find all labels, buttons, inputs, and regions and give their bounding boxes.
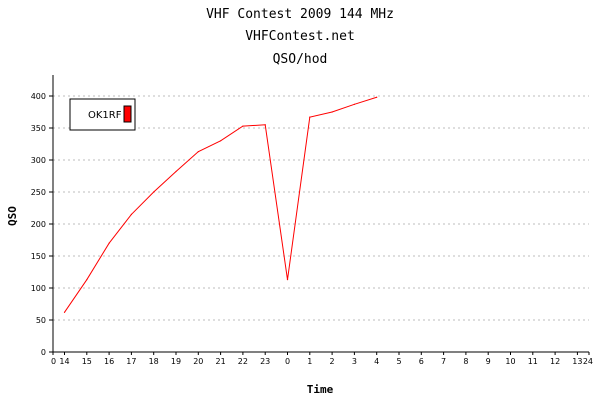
x-tick-label-24: 13	[572, 357, 582, 366]
legend-label: OK1RF	[88, 110, 122, 121]
series-layer	[63, 96, 378, 313]
x-tick-label-9: 22	[238, 357, 248, 366]
y-axis-title: QSO	[6, 206, 19, 226]
legend: OK1RF	[69, 98, 136, 131]
x-tick-label-16: 5	[396, 357, 401, 366]
x-tick-label-8: 21	[216, 357, 226, 366]
x-tick-label-17: 6	[419, 357, 424, 366]
chart-subtitle-2: QSO/hod	[273, 52, 328, 67]
gridlines	[53, 95, 589, 321]
x-tick-label-23: 12	[550, 357, 560, 366]
chart-subtitle: VHFContest.net	[245, 29, 355, 44]
x-tick-label-22: 11	[528, 357, 538, 366]
x-tick-label-4: 17	[126, 357, 136, 366]
y-tick-label-350: 350	[31, 124, 46, 133]
x-tick-label-21: 10	[505, 357, 515, 366]
x-tick-label-2: 15	[82, 357, 92, 366]
x-tick-label-7: 20	[193, 357, 203, 366]
x-tick-label-15: 4	[374, 357, 379, 366]
x-tick-label-10: 23	[260, 357, 270, 366]
x-tick-label-0: 0	[51, 357, 56, 366]
y-tick-label-300: 300	[31, 156, 46, 165]
y-tick-label-0: 0	[41, 348, 46, 357]
y-tick-label-50: 50	[36, 316, 46, 325]
x-tick-label-5: 18	[149, 357, 159, 366]
y-tick-label-200: 200	[31, 220, 46, 229]
x-tick-label-14: 3	[352, 357, 357, 366]
x-tick-label-11: 0	[285, 357, 290, 366]
x-axis-title: Time	[307, 383, 334, 396]
y-tick-label-150: 150	[31, 252, 46, 261]
x-tick-label-20: 9	[486, 357, 491, 366]
chart-title: VHF Contest 2009 144 MHz	[206, 7, 394, 22]
x-tick-label-18: 7	[441, 357, 446, 366]
x-tick-label-19: 8	[463, 357, 468, 366]
x-tick-label-1: 14	[59, 357, 69, 366]
x-tick-label-6: 19	[171, 357, 181, 366]
x-tick-label-12: 1	[307, 357, 312, 366]
y-tick-label-100: 100	[31, 284, 46, 293]
y-tick-label-400: 400	[31, 92, 46, 101]
x-tick-label-3: 16	[104, 357, 114, 366]
x-tick-label-13: 2	[330, 357, 335, 366]
legend-swatch	[123, 105, 132, 123]
axes	[49, 75, 590, 355]
y-tick-label-250: 250	[31, 188, 46, 197]
x-tick-label-25: 24	[583, 357, 593, 366]
series-line-0	[64, 96, 377, 313]
